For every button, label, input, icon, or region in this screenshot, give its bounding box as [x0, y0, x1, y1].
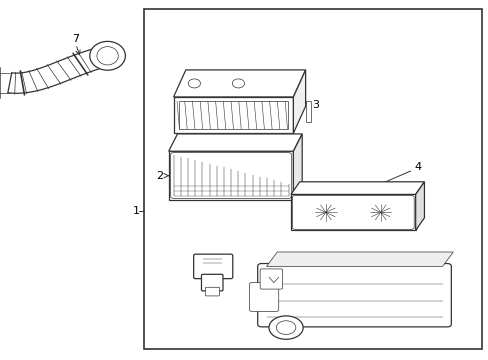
- Text: 7: 7: [72, 34, 79, 44]
- Text: 3: 3: [311, 100, 318, 110]
- Bar: [305, 101, 311, 122]
- Polygon shape: [168, 151, 293, 200]
- Text: 5: 5: [258, 269, 264, 279]
- Polygon shape: [173, 97, 293, 133]
- Polygon shape: [168, 134, 302, 151]
- Polygon shape: [266, 252, 452, 266]
- Ellipse shape: [97, 47, 118, 65]
- FancyBboxPatch shape: [201, 274, 223, 291]
- Text: 4: 4: [414, 162, 421, 172]
- FancyBboxPatch shape: [260, 269, 282, 289]
- Text: 6: 6: [194, 257, 201, 267]
- Polygon shape: [415, 182, 424, 230]
- Polygon shape: [173, 70, 305, 97]
- Polygon shape: [290, 194, 415, 230]
- Polygon shape: [293, 134, 302, 200]
- Bar: [144, 9, 481, 349]
- Ellipse shape: [268, 316, 303, 339]
- Ellipse shape: [232, 79, 244, 88]
- Ellipse shape: [90, 41, 125, 70]
- Text: 2: 2: [156, 171, 163, 181]
- Bar: [179, 101, 287, 129]
- FancyBboxPatch shape: [257, 264, 450, 327]
- Ellipse shape: [276, 321, 295, 334]
- Polygon shape: [293, 70, 305, 133]
- Ellipse shape: [188, 79, 200, 88]
- FancyBboxPatch shape: [193, 254, 232, 279]
- FancyBboxPatch shape: [205, 287, 219, 296]
- Text: 1: 1: [132, 206, 139, 216]
- Polygon shape: [290, 182, 424, 194]
- FancyBboxPatch shape: [249, 283, 278, 311]
